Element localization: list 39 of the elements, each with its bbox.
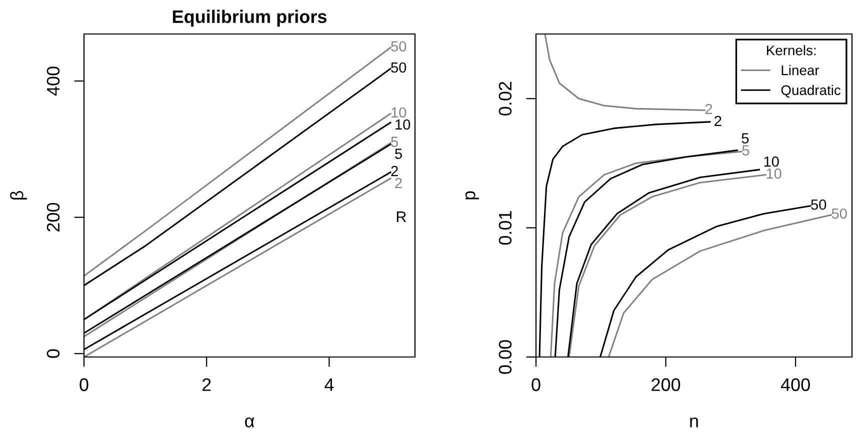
series-label: 5 (742, 133, 749, 144)
series-label: 10 (392, 107, 406, 118)
x-tick-label: 2 (202, 378, 211, 391)
x-tick-label: 0 (80, 378, 88, 392)
y-tick-label: 0.00 (498, 340, 512, 374)
annotation: Linear (782, 65, 820, 76)
x-axis-title: n (690, 417, 698, 428)
series-label: 10 (766, 168, 782, 179)
y-axis-title: p (465, 191, 479, 200)
y-tick-label: 400 (46, 66, 60, 96)
series-label: 2 (391, 166, 398, 176)
y-axis-title: β (10, 191, 27, 200)
line-series (608, 214, 832, 357)
legend-title: Kernels: (767, 45, 816, 56)
annotation: R (396, 212, 406, 222)
y-tick-label: 200 (46, 202, 60, 232)
series-label: 5 (742, 145, 750, 156)
series-label: 2 (714, 116, 722, 126)
series-label: 2 (705, 104, 712, 114)
x-tick-label: 0 (532, 378, 540, 392)
x-tick-label: 4 (324, 378, 334, 391)
y-tick-label: 0.02 (498, 82, 512, 116)
series-label: 5 (395, 148, 402, 159)
series-label: 50 (391, 62, 406, 73)
series-label: 50 (811, 199, 826, 210)
y-tick-label: 0 (46, 349, 60, 358)
x-tick-label: 200 (652, 378, 680, 392)
x-axis-title: α (245, 417, 254, 428)
series-label: 10 (764, 156, 779, 167)
x-tick-label: 400 (780, 378, 810, 392)
chart-title: Equilibrium priors (172, 10, 327, 27)
annotation: Quadratic (781, 84, 841, 98)
y-tick-label: 0.01 (498, 211, 512, 245)
line-series (544, 34, 706, 111)
series-label: 2 (395, 178, 402, 188)
series-label: 50 (391, 41, 406, 52)
series-label: 5 (391, 136, 398, 147)
series-label: 10 (396, 119, 410, 130)
series-label: 50 (832, 208, 847, 219)
